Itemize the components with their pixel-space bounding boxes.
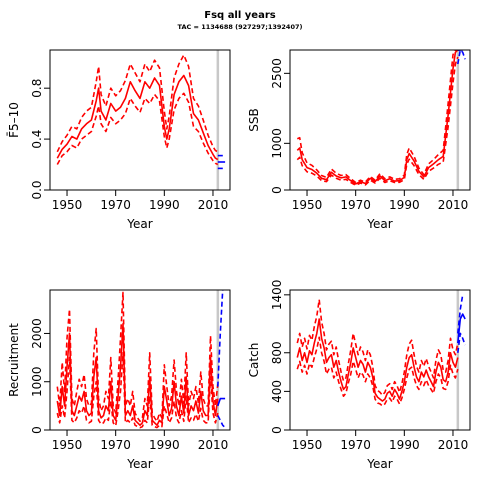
y-tick-label: 400 <box>270 380 284 403</box>
panel-top-right: 1950 1970 1990 2010 0 1000 2500 Year SSB <box>247 49 471 231</box>
series-historic-lower <box>296 336 459 407</box>
x-tick-label: 1990 <box>389 198 420 212</box>
y-axis-label: Catch <box>247 343 261 378</box>
x-tick-label: 1990 <box>389 438 420 452</box>
series-historic-upper <box>56 54 219 153</box>
x-tick-label: 1970 <box>100 198 131 212</box>
series-group <box>296 50 466 187</box>
series-projection-median <box>217 397 226 407</box>
series-projection-upper <box>217 290 224 387</box>
series-group <box>56 290 226 429</box>
series-group <box>296 294 466 407</box>
y-tick-label: 800 <box>270 341 284 364</box>
y-axis-label: Recruitment <box>7 323 21 397</box>
x-tick-label: 2010 <box>198 438 229 452</box>
y-tick-label: 2000 <box>30 318 44 349</box>
series-historic-median <box>296 50 459 185</box>
y-tick-label: 2500 <box>270 58 284 89</box>
x-axis-label: Year <box>126 457 152 471</box>
x-tick-label: 1970 <box>340 438 371 452</box>
x-tick-label: 1950 <box>52 198 83 212</box>
plot-frame <box>289 289 471 431</box>
panel-bottom-left: 1950 1970 1990 2010 0 1000 2000 Year Recruitment <box>7 289 231 471</box>
y-tick-label: 0 <box>270 426 284 434</box>
series-historic-lower <box>56 92 219 166</box>
y-tick-label: 0.4 <box>30 130 44 149</box>
x-tick-label: 1950 <box>292 438 323 452</box>
figure-title: Fsq all years <box>204 10 276 21</box>
x-tick-label: 1970 <box>340 198 371 212</box>
y-tick-label: 1000 <box>30 366 44 397</box>
plot-frame <box>49 49 231 191</box>
y-tick-label: 0 <box>30 426 44 434</box>
series-group <box>56 54 226 170</box>
x-axis-label: Year <box>366 217 392 231</box>
x-tick-label: 2010 <box>438 198 469 212</box>
y-tick-label: 1400 <box>270 280 284 311</box>
series-historic-median <box>296 318 459 402</box>
x-tick-label: 1970 <box>100 438 131 452</box>
y-tick-label: 0 <box>270 186 284 194</box>
figure-subtitle: TAC = 1134688 (927297;1392407) <box>177 23 303 31</box>
x-tick-label: 2010 <box>198 198 229 212</box>
y-tick-label: 1000 <box>270 128 284 159</box>
x-tick-label: 1950 <box>292 198 323 212</box>
x-axis-label: Year <box>366 457 392 471</box>
panel-top-left: 1950 1970 1990 2010 0.0 0.4 0.8 Year F̄5–10 <box>7 49 231 231</box>
x-tick-label: 1950 <box>52 438 83 452</box>
series-historic-lower <box>56 351 219 429</box>
series-projection-median <box>457 313 466 344</box>
series-projection-lower <box>457 332 466 353</box>
plot-frame <box>49 289 231 431</box>
x-axis-label: Year <box>126 217 152 231</box>
series-historic-upper <box>296 50 458 184</box>
series-projection-upper <box>457 294 464 334</box>
y-axis-label: F̄5–10 <box>7 102 21 138</box>
series-historic-upper <box>296 298 459 397</box>
series-historic-lower <box>296 56 459 187</box>
series-historic-upper <box>56 291 219 423</box>
plot-frame <box>289 49 471 191</box>
series-historic-median <box>56 74 219 161</box>
x-tick-label: 1990 <box>149 438 180 452</box>
y-tick-label: 0.0 <box>30 180 44 199</box>
series-historic-median <box>56 322 219 427</box>
x-tick-label: 1990 <box>149 198 180 212</box>
y-axis-label: SSB <box>247 108 261 131</box>
series-projection-lower <box>217 415 226 429</box>
x-tick-label: 2010 <box>438 438 469 452</box>
y-tick-label: 0.8 <box>30 79 44 98</box>
panel-bottom-right: 1950 1970 1990 2010 0 400 800 1400 Year Catch <box>247 280 471 471</box>
